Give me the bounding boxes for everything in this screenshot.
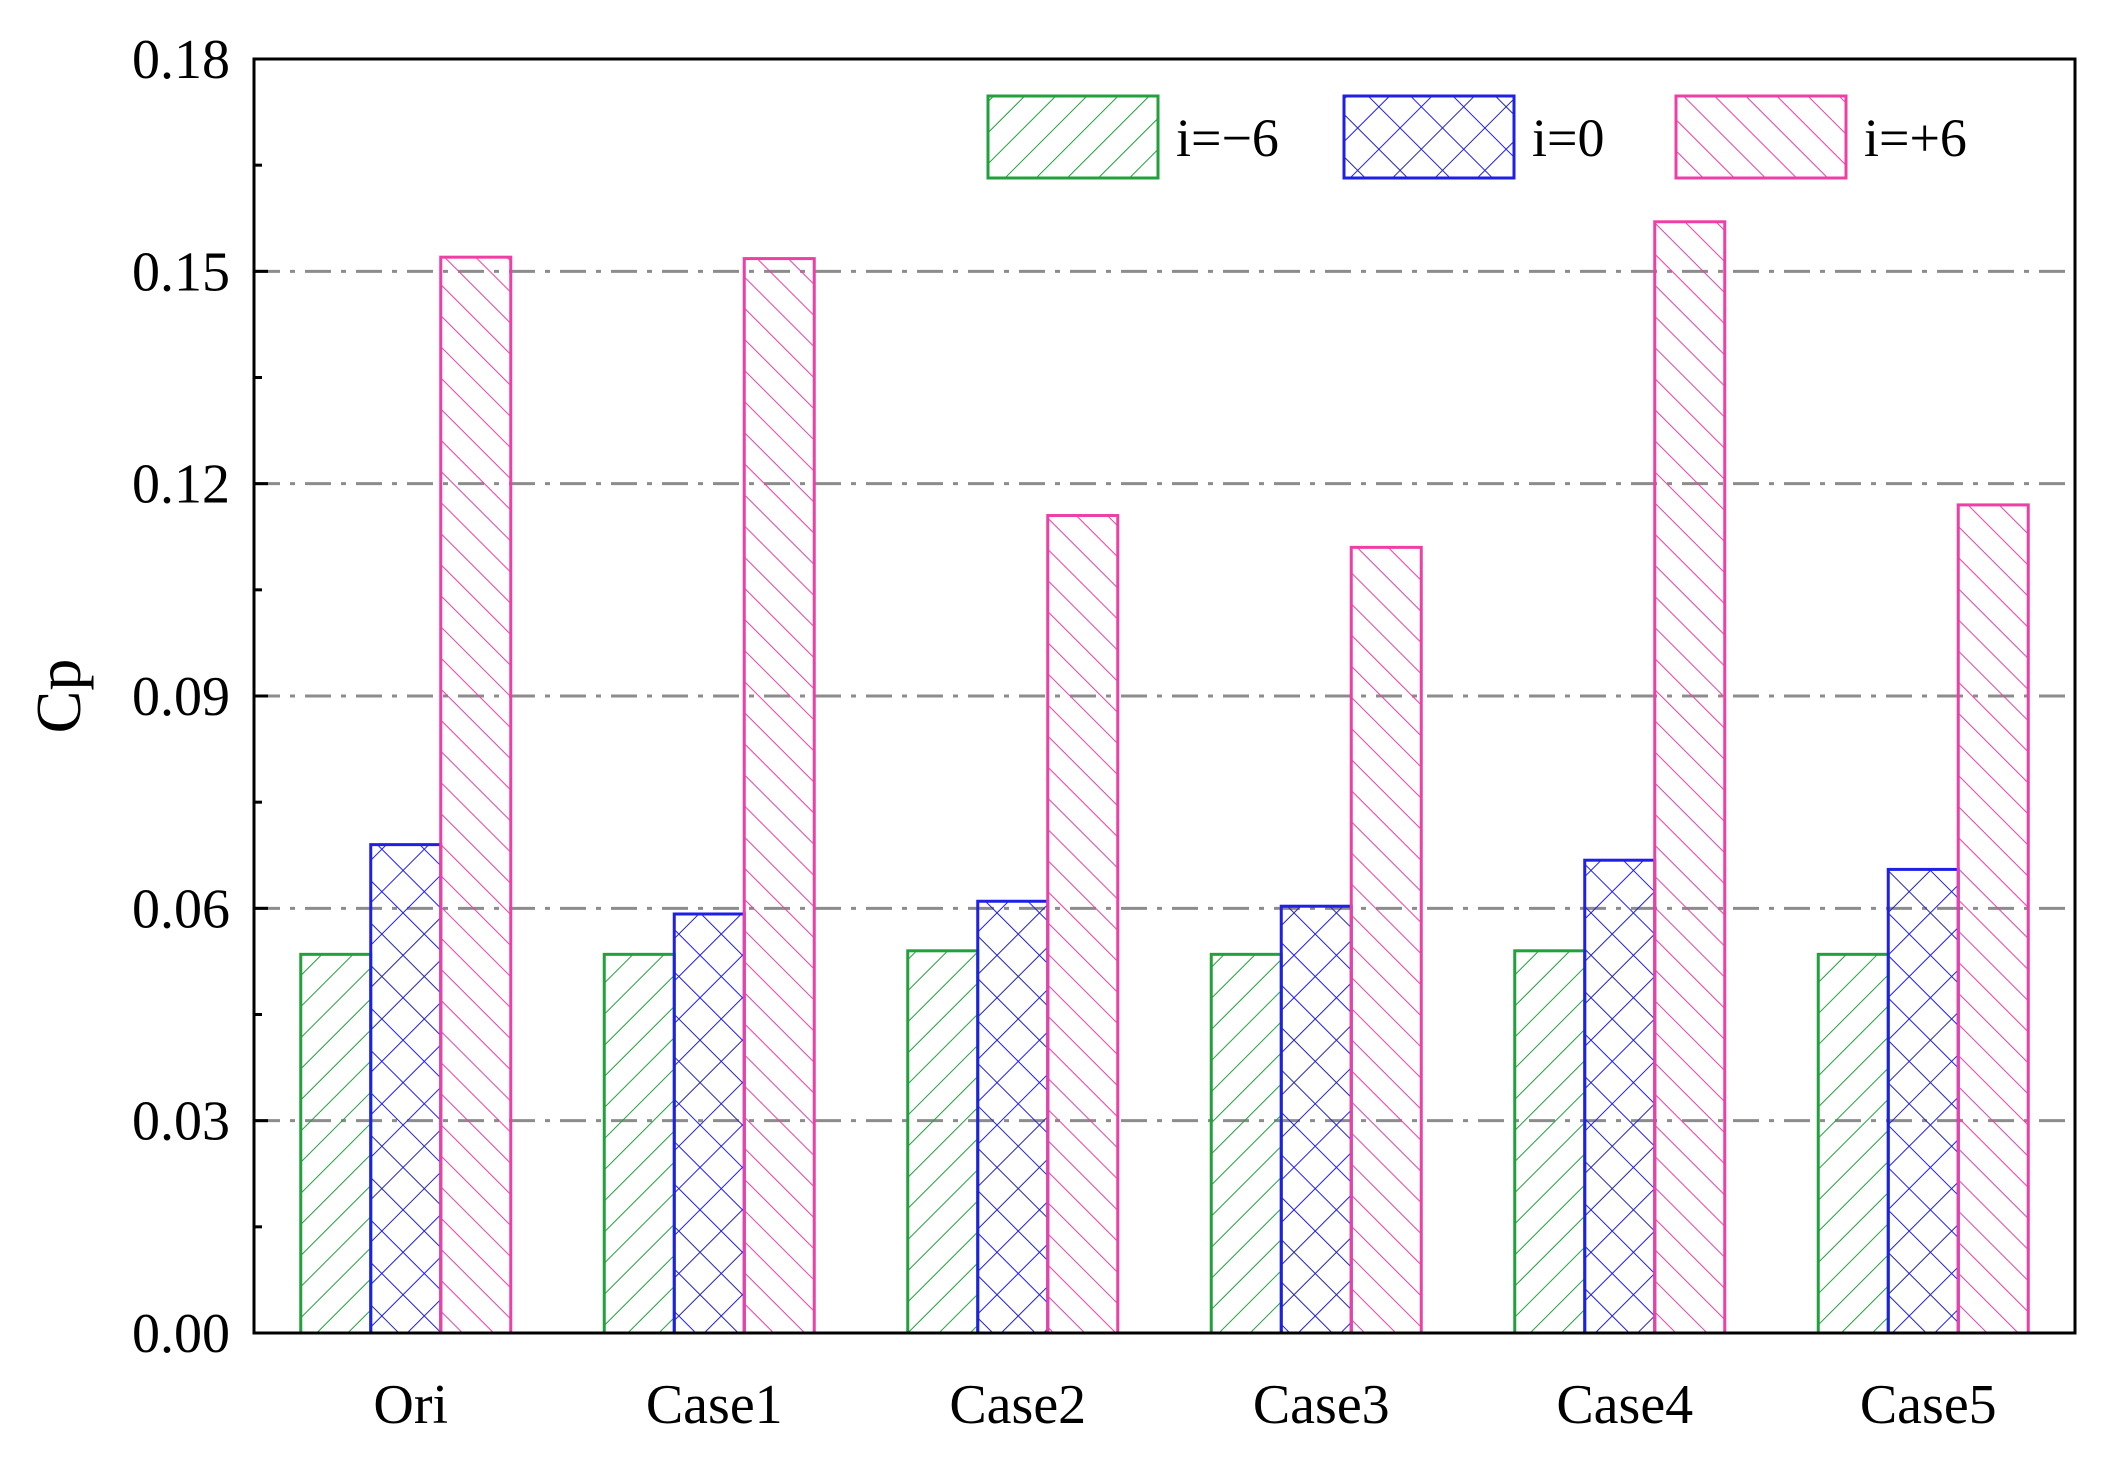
x-category-label: Case4 [1556,1374,1693,1436]
legend: i=−6 i=0 i=+6 [986,94,1967,180]
bar [1349,545,1423,1335]
y-tick-label: 0.15 [132,241,230,303]
bar [906,949,980,1335]
bar [1956,503,2030,1335]
bar [439,255,513,1335]
x-category-label: Case1 [646,1374,783,1436]
bars [299,220,2030,1335]
bar [1279,904,1353,1335]
y-tick-label: 0.03 [132,1091,230,1153]
x-category-label: Ori [373,1374,448,1436]
bar [1046,514,1120,1335]
bar [976,899,1050,1335]
x-category-label: Case5 [1860,1374,1997,1436]
legend-label: i=0 [1532,108,1604,168]
y-tick-labels: 0.00 0.03 0.06 0.09 0.12 0.15 0.18 [132,29,230,1365]
bar [1816,952,1890,1335]
bar [1513,949,1587,1335]
legend-swatch [986,94,1160,180]
bar [1583,858,1657,1335]
bar [602,952,676,1335]
bar [672,912,746,1335]
legend-swatch [1342,94,1516,180]
bar [1886,867,1960,1335]
bar [742,257,816,1335]
y-tick-label: 0.18 [132,29,230,91]
bar [1209,952,1283,1335]
legend-label: i=−6 [1176,108,1279,168]
y-tick-label: 0.12 [132,454,230,516]
x-category-label: Case3 [1253,1374,1390,1436]
bar [369,843,443,1335]
legend-swatch [1674,94,1848,180]
x-category-label: Case2 [949,1374,1086,1436]
bar [299,952,373,1335]
legend-label: i=+6 [1864,108,1967,168]
axis-ticks [254,57,268,1335]
gridlines [254,269,2075,1123]
x-category-labels: Ori Case1 Case2 Case3 Case4 Case5 [373,1374,1996,1436]
y-tick-label: 0.09 [132,666,230,728]
bar [1653,220,1727,1335]
y-tick-label: 0.00 [132,1303,230,1365]
y-tick-label: 0.06 [132,878,230,940]
y-axis-title: Cp [23,659,94,734]
